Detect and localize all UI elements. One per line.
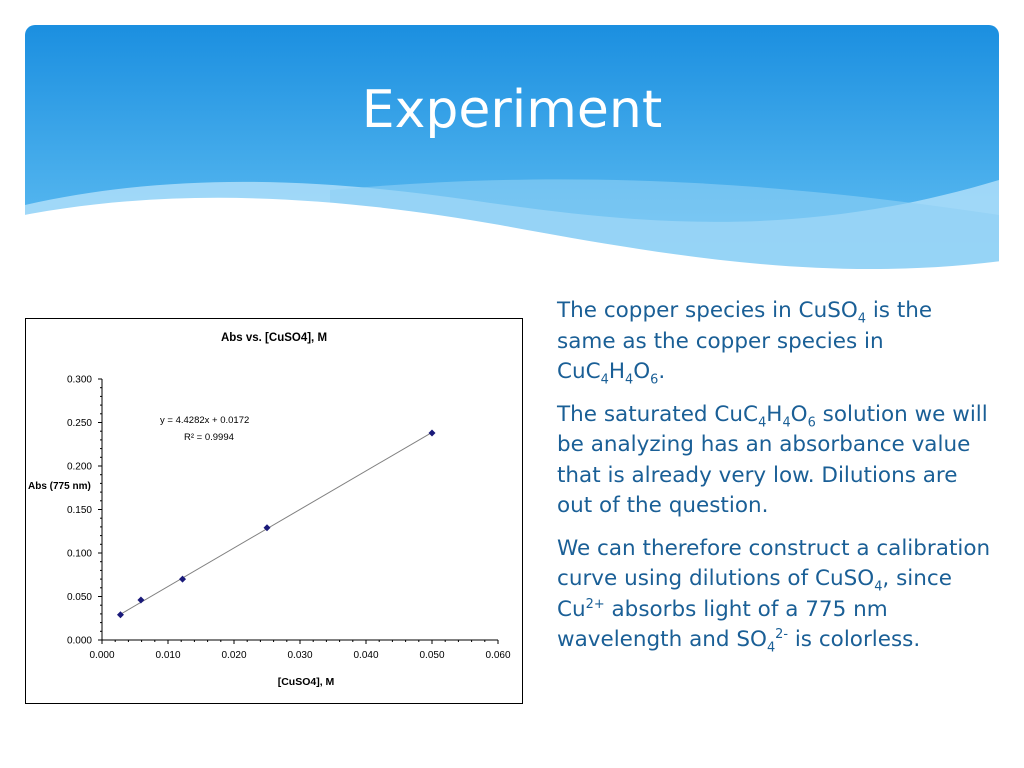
y-tick-label: 0.000 (67, 636, 92, 647)
chart-title: Abs vs. [CuSO4], M (221, 332, 327, 344)
y-tick-label: 0.100 (67, 549, 92, 560)
data-point (137, 596, 145, 604)
data-point (179, 575, 187, 583)
superscript: 2- (775, 626, 788, 642)
subscript: 4 (766, 640, 776, 656)
subscript: 4 (874, 579, 883, 595)
subscript: 6 (650, 372, 659, 388)
subscript: 4 (782, 414, 791, 430)
scatter-chart: Abs vs. [CuSO4], M [CuSO4], M Abs (775 nm)… (28, 332, 511, 688)
x-tick-label: 0.010 (155, 650, 180, 661)
x-tick-label: 0.050 (419, 650, 444, 661)
paragraph-1: The copper species in CuSO4 is the same … (557, 298, 933, 388)
paragraph-2: The saturated CuC4H4O6 solution we will … (557, 401, 988, 519)
body-text: The copper species in CuSO4 is the same … (557, 296, 997, 668)
y-tick-label: 0.200 (67, 462, 92, 473)
x-tick-label: 0.060 (485, 650, 510, 661)
x-tick-label: 0.000 (89, 650, 114, 661)
trendline-equation: y = 4.4282x + 0.0172 (160, 415, 249, 426)
data-point (263, 524, 271, 532)
y-tick-label: 0.050 (67, 592, 92, 603)
wave-white (0, 197, 1024, 300)
chart-frame: Abs vs. [CuSO4], M [CuSO4], M Abs (775 nm)… (25, 318, 523, 704)
x-axis-label: [CuSO4], M (278, 676, 335, 688)
subscript: 4 (758, 414, 767, 430)
y-tick-label: 0.300 (67, 375, 92, 386)
subscript: 4 (625, 372, 634, 388)
y-tick-label: 0.150 (67, 505, 92, 516)
subscript: 4 (600, 372, 609, 388)
paragraph-3: We can therefore construct a calibration… (557, 535, 991, 656)
header-banner (0, 25, 1024, 300)
superscript: 2+ (585, 596, 605, 612)
y-axis-label: Abs (775 nm) (28, 481, 91, 492)
subscript: 4 (857, 311, 866, 327)
x-tick-label: 0.030 (287, 650, 312, 661)
x-tick-label: 0.040 (353, 650, 378, 661)
y-tick-label: 0.250 (67, 418, 92, 429)
x-tick-label: 0.020 (221, 650, 246, 661)
trendline (120, 431, 433, 615)
data-point (116, 611, 124, 619)
slide-title: Experiment (361, 80, 663, 140)
r-squared-label: R² = 0.9994 (184, 432, 234, 443)
data-point (428, 429, 436, 437)
subscript: 6 (807, 414, 816, 430)
